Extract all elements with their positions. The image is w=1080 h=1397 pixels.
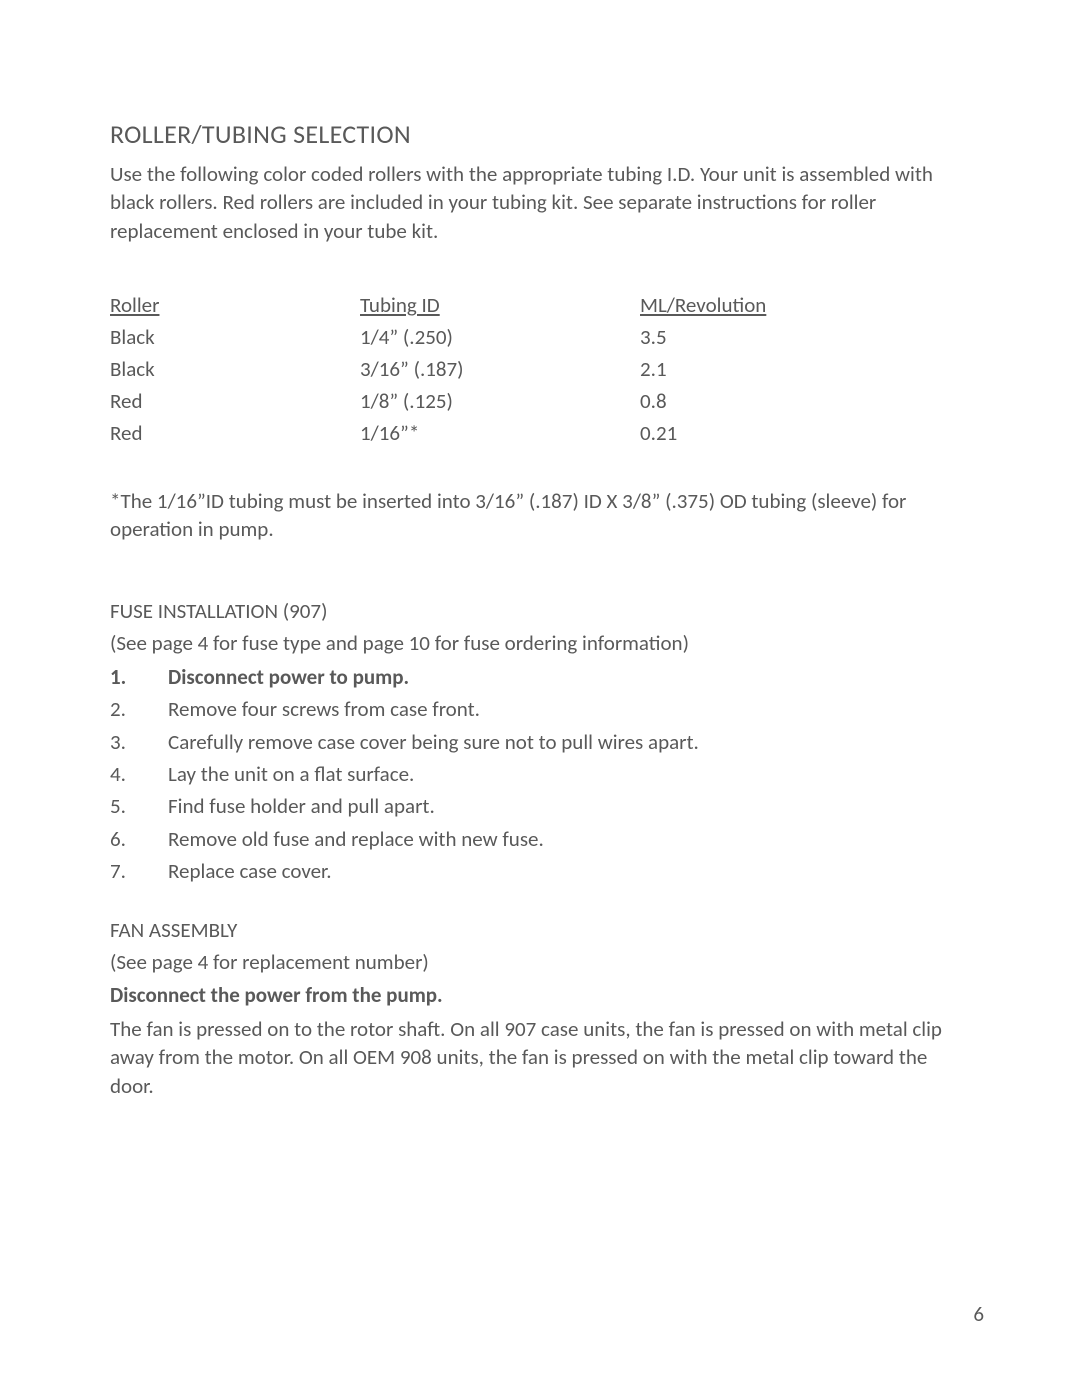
table-header: ML/Revolution [640, 289, 870, 321]
section-title: ROLLER/TUBING SELECTION [110, 118, 970, 150]
table-row: Red 1/16”* 0.21 [110, 417, 870, 449]
table-row: Red 1/8” (.125) 0.8 [110, 385, 870, 417]
fan-body-paragraph: The fan is pressed on to the rotor shaft… [110, 1015, 970, 1100]
list-item: 1. Disconnect power to pump. [110, 662, 970, 692]
fuse-steps-list: 1. Disconnect power to pump. 2. Remove f… [110, 662, 970, 887]
table-cell: 1/4” (.250) [360, 321, 640, 353]
list-item: 2. Remove four screws from case front. [110, 694, 970, 724]
fuse-heading: FUSE INSTALLATION (907) [110, 598, 970, 624]
table-cell: 3/16” (.187) [360, 353, 640, 385]
step-text: Carefully remove case cover being sure n… [168, 727, 970, 757]
spacer [110, 251, 970, 289]
spacer [110, 550, 970, 568]
table-cell: 3.5 [640, 321, 870, 353]
table-cell: 0.21 [640, 417, 870, 449]
step-number: 4. [110, 759, 168, 789]
table-row: Black 3/16” (.187) 2.1 [110, 353, 870, 385]
table-header-row: Roller Tubing ID ML/Revolution [110, 289, 870, 321]
list-item: 5. Find fuse holder and pull apart. [110, 791, 970, 821]
step-number: 7. [110, 856, 168, 886]
step-number: 6. [110, 824, 168, 854]
step-text: Lay the unit on a flat surface. [168, 759, 970, 789]
page-number: 6 [973, 1301, 984, 1327]
step-number: 2. [110, 694, 168, 724]
step-text: Replace case cover. [168, 856, 970, 886]
fan-heading: FAN ASSEMBLY [110, 917, 970, 943]
table-cell: Black [110, 353, 360, 385]
document-page: ROLLER/TUBING SELECTION Use the followin… [0, 0, 1080, 1397]
list-item: 7. Replace case cover. [110, 856, 970, 886]
list-item: 6. Remove old fuse and replace with new … [110, 824, 970, 854]
table-row: Black 1/4” (.250) 3.5 [110, 321, 870, 353]
table-header: Roller [110, 289, 360, 321]
intro-paragraph: Use the following color coded rollers wi… [110, 160, 970, 245]
table-header: Tubing ID [360, 289, 640, 321]
fan-bold-instruction: Disconnect the power from the pump. [110, 981, 970, 1009]
step-number: 5. [110, 791, 168, 821]
table-cell: 1/8” (.125) [360, 385, 640, 417]
step-text: Remove old fuse and replace with new fus… [168, 824, 970, 854]
table-cell: Black [110, 321, 360, 353]
step-text: Find fuse holder and pull apart. [168, 791, 970, 821]
list-item: 3. Carefully remove case cover being sur… [110, 727, 970, 757]
table-cell: 2.1 [640, 353, 870, 385]
table-cell: Red [110, 385, 360, 417]
table-cell: 1/16”* [360, 417, 640, 449]
table-footnote: *The 1/16”ID tubing must be inserted int… [110, 487, 970, 544]
table-cell: Red [110, 417, 360, 449]
step-number: 3. [110, 727, 168, 757]
step-text: Disconnect power to pump. [168, 662, 970, 692]
fan-subheading: (See page 4 for replacement number) [110, 949, 970, 975]
list-item: 4. Lay the unit on a flat surface. [110, 759, 970, 789]
spacer [110, 449, 970, 487]
table-cell: 0.8 [640, 385, 870, 417]
step-number: 1. [110, 662, 168, 692]
fuse-subheading: (See page 4 for fuse type and page 10 fo… [110, 630, 970, 656]
roller-tubing-table: Roller Tubing ID ML/Revolution Black 1/4… [110, 289, 870, 449]
step-text: Remove four screws from case front. [168, 694, 970, 724]
